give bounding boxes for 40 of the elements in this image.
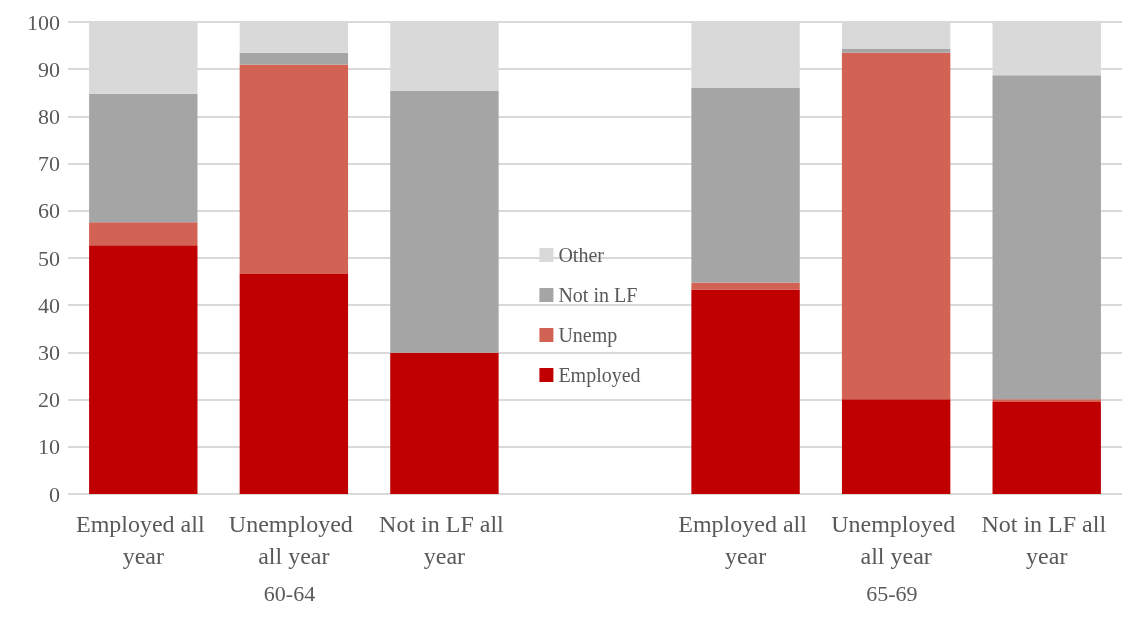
y-tick-label: 80	[38, 103, 60, 129]
bar	[691, 289, 800, 494]
bar	[992, 75, 1101, 400]
text: 60-64	[263, 580, 316, 606]
x-tick-label: Employed all year	[75, 511, 211, 569]
x-tick-label: Not in LF all year	[981, 511, 1113, 569]
bar	[841, 52, 951, 400]
bar	[691, 282, 800, 290]
y-tick-label: 40	[38, 292, 60, 318]
x-tick-label: Unemployed all year	[831, 511, 962, 569]
bar	[992, 399, 1101, 402]
legend-label: Other	[558, 244, 605, 266]
bar	[992, 401, 1101, 494]
bar	[390, 90, 499, 353]
legend-label: Unemp	[558, 324, 618, 347]
y-tick-label: 0	[49, 481, 60, 507]
bar	[239, 274, 349, 494]
x-tick-label: Employed all year	[678, 511, 813, 569]
legend-label: Employed	[558, 364, 641, 387]
bar	[390, 352, 499, 494]
legend-label: Not in LF	[558, 284, 638, 306]
bar	[89, 245, 198, 494]
x-tick-label: Not in LF all year	[379, 511, 510, 569]
y-tick-label: 90	[38, 56, 60, 82]
text: 65-69	[866, 580, 918, 606]
y-tick-label: 70	[38, 151, 60, 177]
y-tick-label: 20	[38, 387, 60, 413]
bar	[841, 48, 951, 53]
bar	[239, 52, 349, 65]
bar	[239, 64, 349, 275]
y-tick-label: 10	[38, 434, 60, 460]
y-tick-label: 100	[27, 9, 60, 35]
x-tick-label: Unemployed all year	[228, 511, 359, 569]
bar	[89, 222, 198, 246]
bar	[89, 93, 198, 223]
bar	[841, 399, 951, 494]
y-tick-label: 50	[38, 245, 60, 271]
y-tick-label: 60	[38, 198, 60, 224]
bar	[691, 88, 800, 283]
y-tick-label: 30	[38, 339, 60, 365]
